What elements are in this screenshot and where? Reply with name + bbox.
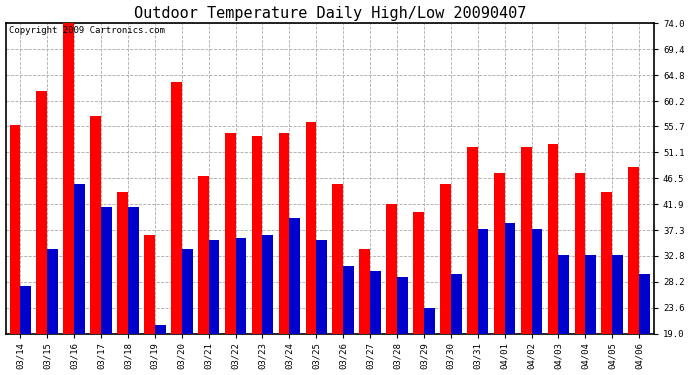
- Bar: [477, 229, 489, 333]
- Bar: [386, 204, 397, 333]
- Bar: [494, 172, 504, 333]
- Bar: [63, 23, 74, 333]
- Bar: [440, 184, 451, 333]
- Bar: [602, 192, 612, 333]
- Bar: [413, 212, 424, 333]
- Bar: [370, 272, 381, 333]
- Bar: [531, 229, 542, 333]
- Bar: [629, 167, 639, 333]
- Bar: [306, 122, 316, 333]
- Bar: [558, 255, 569, 333]
- Bar: [585, 255, 596, 333]
- Bar: [521, 147, 531, 333]
- Bar: [37, 91, 47, 333]
- Bar: [117, 192, 128, 333]
- Bar: [90, 116, 101, 333]
- Bar: [548, 144, 558, 333]
- Bar: [208, 240, 219, 333]
- Bar: [467, 147, 477, 333]
- Bar: [262, 235, 273, 333]
- Bar: [612, 255, 623, 333]
- Bar: [333, 184, 343, 333]
- Bar: [639, 274, 650, 333]
- Bar: [343, 266, 354, 333]
- Bar: [225, 133, 235, 333]
- Bar: [504, 224, 515, 333]
- Bar: [359, 249, 370, 333]
- Text: Copyright 2009 Cartronics.com: Copyright 2009 Cartronics.com: [9, 26, 165, 35]
- Title: Outdoor Temperature Daily High/Low 20090407: Outdoor Temperature Daily High/Low 20090…: [134, 6, 526, 21]
- Bar: [10, 125, 20, 333]
- Bar: [575, 172, 585, 333]
- Bar: [101, 207, 112, 333]
- Bar: [144, 235, 155, 333]
- Bar: [397, 277, 408, 333]
- Bar: [424, 308, 435, 333]
- Bar: [181, 249, 193, 333]
- Bar: [451, 274, 462, 333]
- Bar: [171, 82, 181, 333]
- Bar: [316, 240, 327, 333]
- Bar: [128, 207, 139, 333]
- Bar: [279, 133, 289, 333]
- Bar: [289, 218, 300, 333]
- Bar: [47, 249, 58, 333]
- Bar: [198, 176, 208, 333]
- Bar: [235, 238, 246, 333]
- Bar: [155, 325, 166, 333]
- Bar: [20, 286, 31, 333]
- Bar: [252, 136, 262, 333]
- Bar: [74, 184, 85, 333]
